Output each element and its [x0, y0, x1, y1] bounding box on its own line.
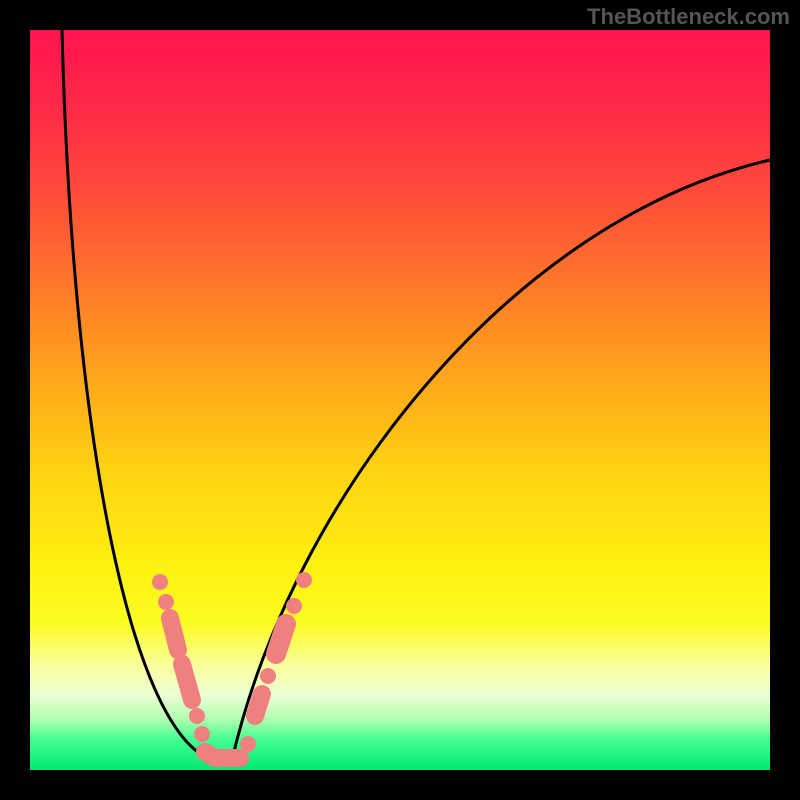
- data-marker: [286, 598, 302, 614]
- data-marker: [170, 618, 178, 650]
- data-marker: [189, 708, 205, 724]
- chart-container: TheBottleneck.com: [0, 0, 800, 800]
- bottleneck-chart: [0, 0, 800, 800]
- data-marker: [182, 664, 192, 700]
- data-marker: [152, 574, 168, 590]
- watermark-text: TheBottleneck.com: [587, 4, 790, 30]
- data-marker: [255, 694, 262, 716]
- plot-area: [30, 30, 770, 770]
- data-marker: [276, 624, 286, 654]
- data-marker: [240, 736, 256, 752]
- data-marker: [194, 726, 210, 742]
- data-marker: [158, 594, 174, 610]
- data-marker: [296, 572, 312, 588]
- data-marker: [260, 668, 276, 684]
